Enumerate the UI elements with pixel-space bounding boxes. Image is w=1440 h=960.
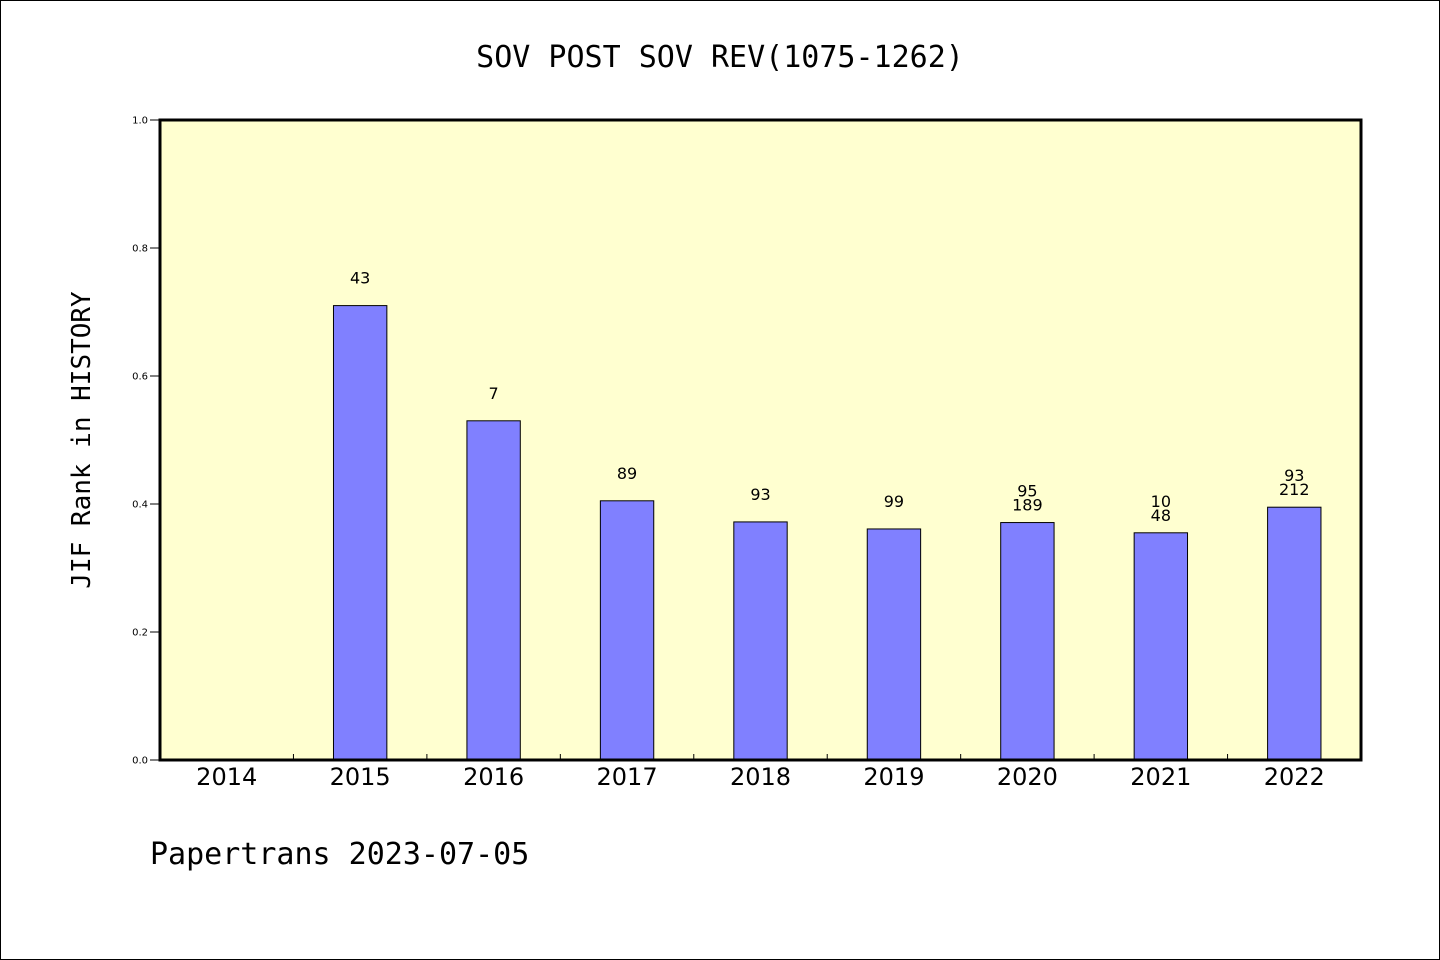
- bar-value-label-2020-1: 95: [1017, 482, 1037, 501]
- x-tick-label-2017: 2017: [597, 763, 658, 791]
- bar-2015: [332, 305, 388, 761]
- bar-2020: [1000, 522, 1055, 761]
- bar-value-label-2022-2: 212: [1279, 480, 1310, 499]
- bar-2016: [466, 420, 521, 761]
- bar-value-label-2021-2: 48: [1151, 506, 1171, 525]
- bars-group: [332, 305, 1322, 761]
- bar-2021: [1133, 532, 1189, 761]
- x-tick-label-2014: 2014: [196, 763, 257, 791]
- plot-border: [158, 118, 1363, 762]
- x-axis: 2014 2015 2016 2017 2018 2019 2020 2021 2022: [196, 754, 1325, 791]
- bar-value-label-2022-1: 93: [1284, 466, 1304, 485]
- x-tick-label-2019: 2019: [863, 763, 924, 791]
- x-tick-label-2021: 2021: [1130, 763, 1191, 791]
- bar-value-label-2015-1: 43: [350, 269, 370, 288]
- x-tick-label-2020: 2020: [997, 763, 1058, 791]
- chart-title: SOV POST SOV REV(1075-1262): [476, 40, 964, 75]
- bar-value-label-2017-1: 89: [617, 464, 637, 483]
- x-tick-label-2018: 2018: [730, 763, 791, 791]
- bar-2019: [866, 528, 922, 761]
- bar-2018: [733, 521, 788, 761]
- x-tick-label-2015: 2015: [330, 763, 391, 791]
- y-tick-label-0.8: 0.8: [132, 244, 148, 255]
- y-axis: 0.0 0.2 0.4 0.6 0.8 1.0: [132, 116, 160, 767]
- y-tick-label-0.4: 0.4: [132, 500, 148, 511]
- x-tick-label-2022: 2022: [1264, 763, 1325, 791]
- y-tick-label-0.0: 0.0: [132, 756, 148, 767]
- y-axis-label: JIF Rank in HISTORY: [67, 291, 97, 589]
- y-tick-label-1.0: 1.0: [132, 116, 148, 127]
- bar-value-label-2016-1: 7: [489, 384, 499, 403]
- bar-value-label-2018-1: 93: [750, 485, 770, 504]
- y-tick-label-0.2: 0.2: [132, 628, 148, 639]
- footer-text: Papertrans 2023-07-05: [150, 837, 529, 872]
- bar-value-label-2020-2: 189: [1012, 496, 1043, 515]
- y-tick-label-0.6: 0.6: [132, 372, 148, 383]
- x-tick-label-2016: 2016: [463, 763, 524, 791]
- bar-value-label-2021-1: 10: [1151, 492, 1171, 511]
- bar-value-label-2019-1: 99: [884, 492, 904, 511]
- bar-2017: [599, 500, 655, 761]
- bar-2022: [1267, 506, 1322, 761]
